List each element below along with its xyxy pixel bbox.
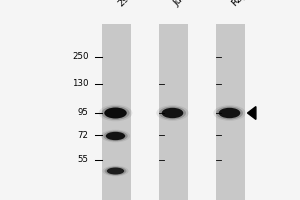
Ellipse shape (104, 107, 127, 118)
Bar (159, 24, 188, 200)
Ellipse shape (99, 105, 132, 121)
Bar (216, 24, 244, 200)
Polygon shape (248, 107, 256, 119)
Text: 55: 55 (77, 156, 88, 164)
Ellipse shape (103, 131, 128, 141)
Text: 250: 250 (72, 52, 88, 61)
Text: 95: 95 (78, 108, 88, 117)
Ellipse shape (216, 106, 243, 119)
Text: 72: 72 (77, 131, 88, 140)
Ellipse shape (105, 167, 126, 175)
Ellipse shape (101, 130, 130, 142)
Ellipse shape (162, 108, 183, 118)
Bar (102, 24, 130, 200)
Ellipse shape (106, 132, 125, 140)
Text: 130: 130 (72, 79, 88, 88)
Text: Jurkat: Jurkat (172, 0, 199, 8)
Text: 293T/17: 293T/17 (116, 0, 149, 8)
Ellipse shape (159, 106, 186, 119)
Ellipse shape (156, 105, 189, 121)
Ellipse shape (102, 166, 129, 176)
Ellipse shape (101, 106, 130, 120)
Ellipse shape (213, 105, 246, 121)
Ellipse shape (219, 108, 240, 118)
Text: Raji: Raji (230, 0, 248, 8)
Ellipse shape (107, 167, 124, 174)
